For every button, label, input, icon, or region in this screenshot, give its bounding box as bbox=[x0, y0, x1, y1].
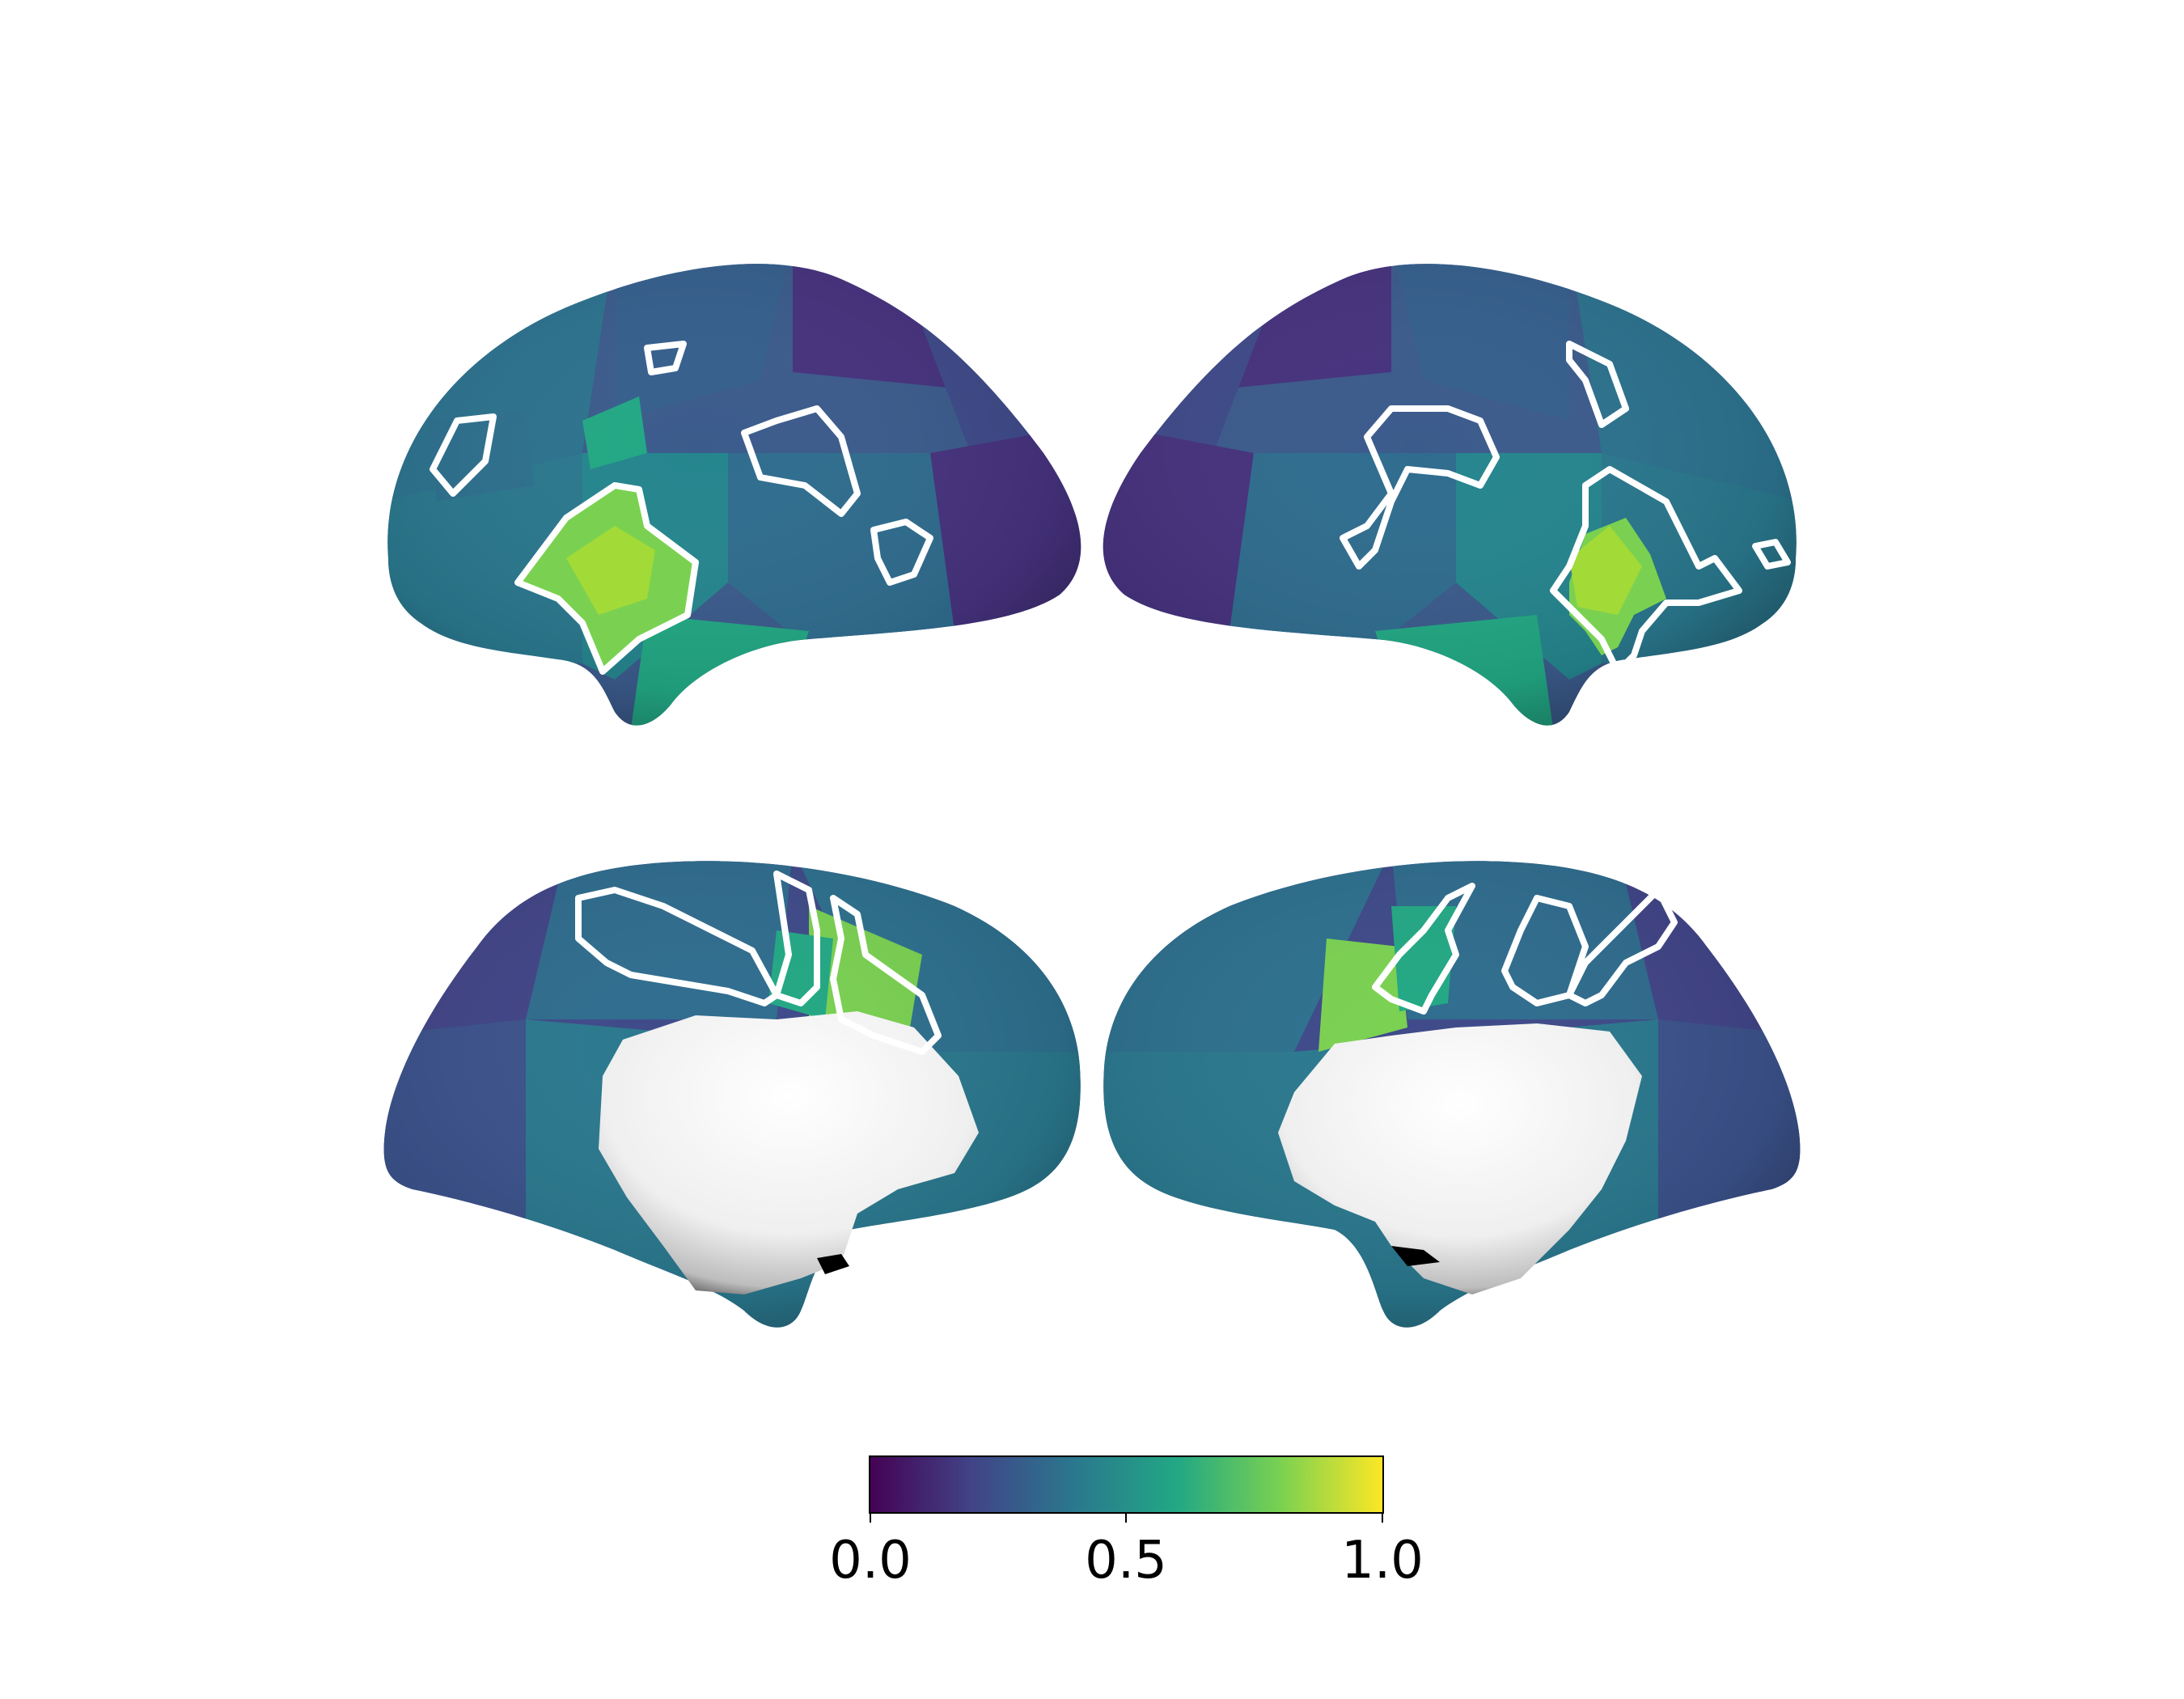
right-medial-hemisphere bbox=[1103, 861, 1801, 1328]
colorbar-tick-label-1: 0.5 bbox=[1085, 1531, 1167, 1591]
colorbar-tick-label-0: 0.0 bbox=[829, 1531, 912, 1591]
medial-wall bbox=[599, 1011, 979, 1294]
medial-wall bbox=[1278, 1023, 1642, 1294]
roi-outlines bbox=[430, 341, 933, 675]
left-medial-hemisphere bbox=[383, 861, 1081, 1328]
left-lateral-hemisphere bbox=[387, 264, 1081, 726]
colorbar: 0.0 0.5 1.0 bbox=[829, 1455, 1424, 1591]
roi-outlines bbox=[575, 871, 942, 1055]
roi-outlines bbox=[1372, 883, 1678, 1015]
colorbar-gradient bbox=[869, 1455, 1384, 1514]
colorbar-tick-label-2: 1.0 bbox=[1341, 1531, 1424, 1591]
right-lateral-hemisphere bbox=[1103, 264, 1827, 726]
roi-outlines bbox=[1340, 341, 1827, 675]
